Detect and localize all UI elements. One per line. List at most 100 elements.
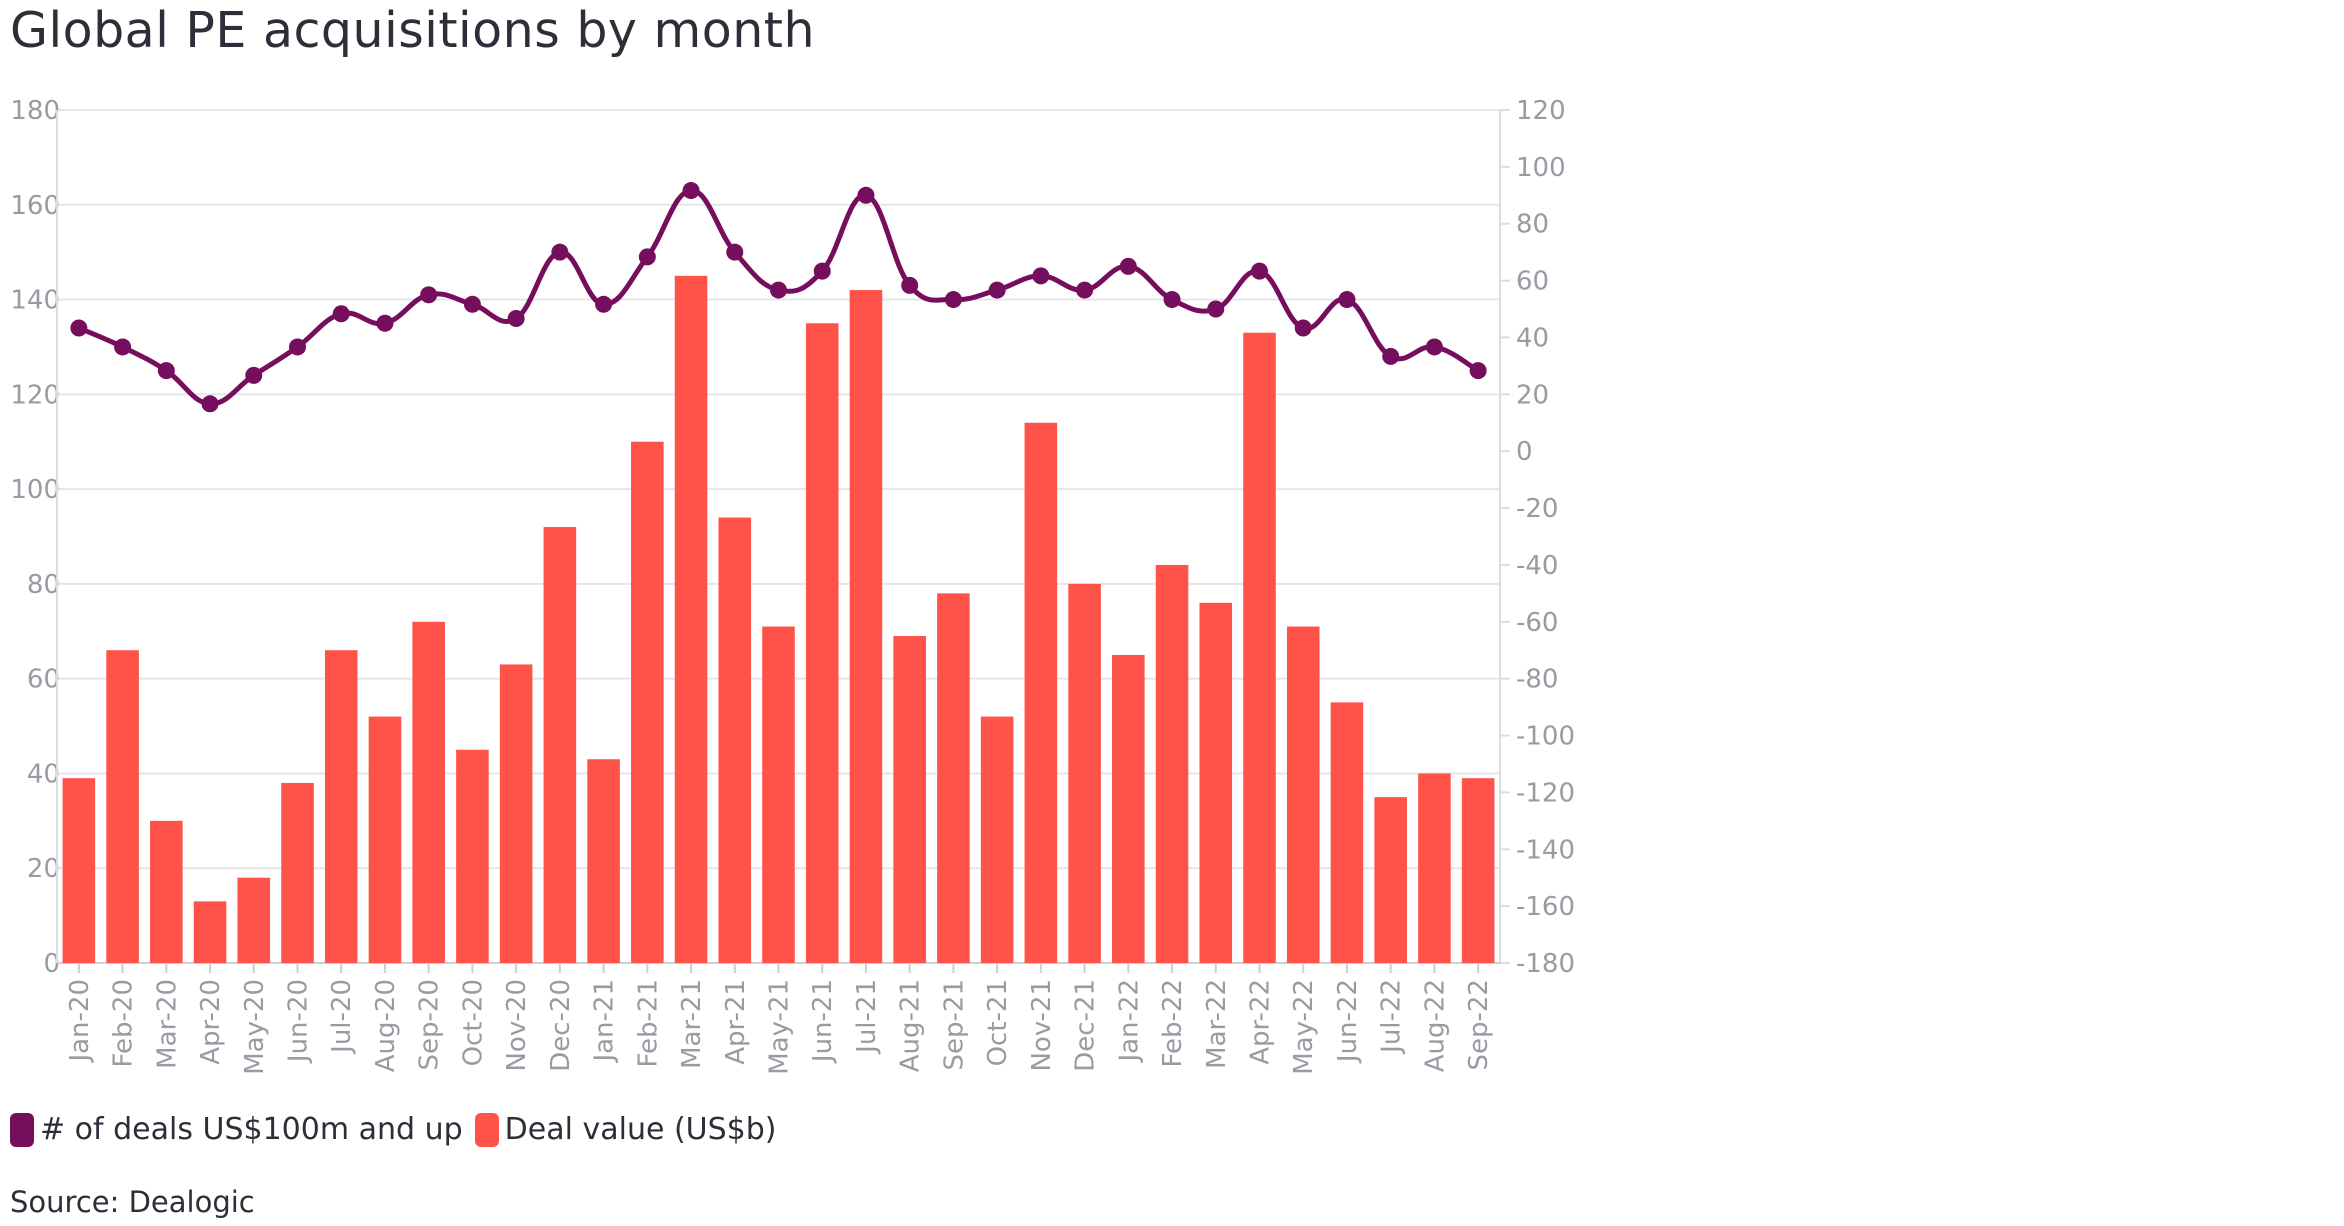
x-tick-label: Jun-20 bbox=[284, 979, 314, 1064]
bar-deal-value bbox=[849, 290, 883, 964]
bar-deal-value bbox=[1330, 702, 1364, 963]
x-tick-label: Dec-21 bbox=[1071, 979, 1101, 1072]
x-tick-label: Aug-22 bbox=[1420, 979, 1450, 1072]
x-tick-label: Jul-21 bbox=[852, 979, 882, 1055]
y-tick-right: -80 bbox=[1516, 665, 1558, 695]
legend-label-value: Deal value (US$b) bbox=[504, 1112, 777, 1147]
point-deals-count bbox=[332, 305, 350, 323]
bar-deal-value bbox=[324, 650, 358, 963]
legend-item-deals[interactable]: # of deals US$100m and up bbox=[10, 1112, 463, 1147]
x-tick-label: Feb-21 bbox=[633, 979, 663, 1068]
bar-deal-value bbox=[587, 759, 620, 963]
y-tick-right: -60 bbox=[1516, 608, 1558, 638]
x-tick-label: Aug-20 bbox=[371, 979, 401, 1072]
y-tick-right: -160 bbox=[1516, 892, 1575, 922]
x-tick-label: Jan-22 bbox=[1114, 979, 1144, 1064]
bar-deal-value bbox=[1243, 332, 1276, 963]
point-deals-count bbox=[551, 243, 569, 261]
x-tick-label: Jan-20 bbox=[65, 979, 95, 1064]
y-tick-right: 80 bbox=[1516, 210, 1549, 240]
bar-deal-value bbox=[368, 716, 402, 963]
point-deals-count bbox=[1251, 262, 1268, 280]
point-deals-count bbox=[1119, 257, 1137, 275]
y-tick-right: -140 bbox=[1516, 835, 1575, 865]
y-tick-left: 0 bbox=[43, 949, 60, 979]
y-tick-right: 0 bbox=[1516, 437, 1533, 467]
x-tick-label: Aug-21 bbox=[896, 979, 926, 1072]
bar-deal-value bbox=[106, 650, 139, 963]
x-tick-label: Mar-20 bbox=[152, 979, 182, 1069]
point-deals-count bbox=[988, 281, 1006, 299]
y-tick-left: 40 bbox=[27, 759, 60, 789]
y-tick-right: 60 bbox=[1516, 267, 1549, 297]
chart-title: Global PE acquisitions by month bbox=[10, 2, 816, 59]
source-note: Source: Dealogic bbox=[10, 1185, 255, 1219]
bar-deal-value bbox=[1418, 773, 1451, 963]
point-deals-count bbox=[114, 338, 132, 356]
x-tick-label: Sep-22 bbox=[1464, 979, 1494, 1070]
x-tick-label: May-22 bbox=[1289, 979, 1319, 1075]
x-tick-label: Mar-22 bbox=[1202, 979, 1232, 1069]
bar-deal-value bbox=[412, 621, 445, 963]
bar-deal-value bbox=[805, 323, 839, 963]
x-tick-label: Apr-21 bbox=[721, 979, 751, 1065]
point-deals-count bbox=[1032, 267, 1050, 285]
x-tick-label: Jul-20 bbox=[327, 979, 357, 1055]
x-tick-label: Nov-20 bbox=[502, 979, 532, 1072]
y-tick-right: -20 bbox=[1516, 494, 1558, 524]
y-tick-left: 180 bbox=[10, 96, 60, 126]
point-deals-count bbox=[1469, 362, 1487, 380]
bar-deal-value bbox=[237, 877, 271, 963]
y-tick-left: 120 bbox=[10, 380, 60, 410]
legend-item-value[interactable]: Deal value (US$b) bbox=[474, 1112, 777, 1147]
x-tick-label: Oct-21 bbox=[983, 979, 1013, 1066]
bar-deal-value bbox=[193, 901, 227, 963]
x-tick-label: Feb-22 bbox=[1158, 979, 1188, 1068]
bar-deal-value bbox=[718, 517, 752, 963]
point-deals-count bbox=[201, 395, 219, 413]
y-tick-right: 40 bbox=[1516, 323, 1549, 353]
y-tick-right: 20 bbox=[1516, 380, 1549, 410]
point-deals-count bbox=[857, 186, 875, 204]
bar-deal-value bbox=[1112, 654, 1145, 963]
bar-deal-value bbox=[1461, 778, 1495, 963]
point-deals-count bbox=[726, 243, 744, 261]
bar-deal-value bbox=[499, 664, 533, 963]
legend-label-deals: # of deals US$100m and up bbox=[40, 1112, 463, 1147]
point-deals-count bbox=[682, 182, 700, 200]
x-tick-label: Nov-21 bbox=[1027, 979, 1057, 1072]
y-tick-right: -180 bbox=[1516, 949, 1575, 979]
point-deals-count bbox=[595, 295, 613, 313]
x-tick-label: Sep-21 bbox=[939, 979, 969, 1070]
bar-deal-value bbox=[631, 441, 664, 963]
x-tick-label: May-20 bbox=[240, 979, 270, 1075]
bar-deal-value bbox=[1068, 583, 1101, 963]
point-deals-count bbox=[157, 362, 175, 380]
x-tick-label: Apr-22 bbox=[1246, 979, 1276, 1065]
point-deals-count bbox=[1207, 300, 1225, 318]
x-tick-label: Jun-22 bbox=[1333, 979, 1363, 1064]
bar-deal-value bbox=[1155, 564, 1189, 963]
y-tick-left: 80 bbox=[27, 570, 60, 600]
y-tick-left: 100 bbox=[10, 475, 60, 505]
point-deals-count bbox=[70, 319, 88, 337]
point-deals-count bbox=[507, 310, 525, 328]
x-tick-label: Feb-20 bbox=[109, 979, 139, 1068]
bar-deal-value bbox=[281, 782, 314, 963]
y-tick-right: -120 bbox=[1516, 778, 1575, 808]
point-deals-count bbox=[1338, 291, 1356, 309]
bar-deal-value bbox=[543, 527, 577, 963]
point-deals-count bbox=[245, 366, 263, 384]
bar-deal-value bbox=[1024, 422, 1058, 963]
point-deals-count bbox=[376, 314, 394, 332]
x-tick-label: Jul-22 bbox=[1377, 979, 1407, 1055]
bar-deal-value bbox=[1374, 797, 1407, 963]
y-tick-left: 140 bbox=[10, 286, 60, 316]
bar-deal-value bbox=[980, 716, 1014, 963]
x-tick-label: Oct-20 bbox=[458, 979, 488, 1066]
point-deals-count bbox=[770, 281, 787, 299]
point-deals-count bbox=[1294, 319, 1312, 337]
bar-deal-value bbox=[937, 593, 970, 963]
point-deals-count bbox=[1163, 291, 1181, 309]
